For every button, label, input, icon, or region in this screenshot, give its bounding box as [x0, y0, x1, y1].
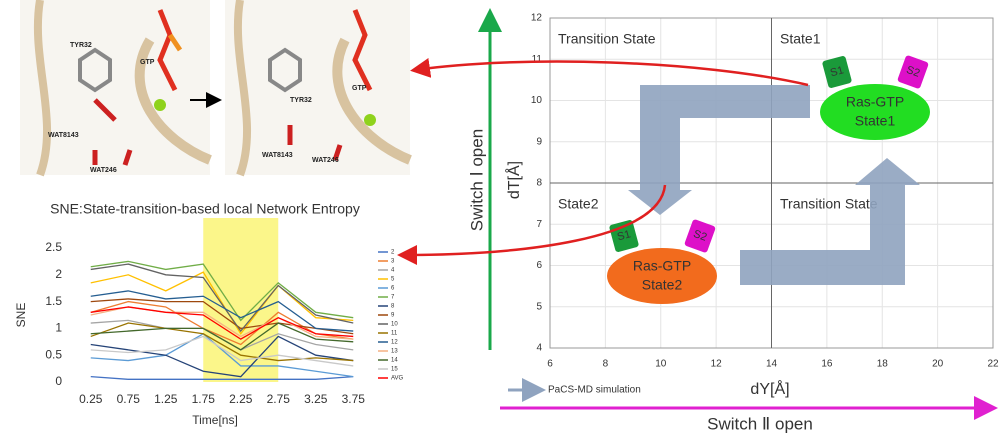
mol-label: WAT8143 — [262, 152, 293, 159]
legend-label: 7 — [391, 295, 395, 301]
legend-label: 15 — [391, 367, 398, 373]
x-tick-label: 10 — [655, 359, 667, 370]
state-overlay: Transition State State1 State2 Transitio… — [558, 31, 930, 304]
switch1-label: Switch Ⅰ open — [467, 129, 486, 231]
x-tick-label: 2.25 — [229, 392, 253, 406]
structure-left: TYR32 GTP WAT8143 WAT246 — [20, 0, 210, 175]
x-tick-label: 20 — [932, 359, 944, 370]
y-tick-label: 2 — [55, 267, 62, 281]
y-tick-label: 0 — [55, 374, 62, 388]
mol-label: TYR32 — [290, 97, 312, 104]
y-tick-label: 10 — [531, 95, 543, 106]
x-tick-label: 18 — [877, 359, 889, 370]
state-map: 6 8 10 12 14 16 18 20 22 4 5 6 7 8 9 10 11 12 — [531, 13, 999, 370]
legend-label: 2 — [391, 250, 395, 256]
legend-label: 8 — [391, 304, 395, 310]
x-tick-label: 2.75 — [267, 392, 291, 406]
x-tick-label: 3.25 — [304, 392, 328, 406]
switch2-label: Switch Ⅱ open — [707, 414, 813, 433]
legend-label: 9 — [391, 313, 395, 319]
legend-label: 5 — [391, 277, 395, 283]
y-axis-label: dT[Å] — [504, 161, 523, 199]
legend-label: PaCS-MD simulation — [548, 385, 641, 396]
y-tick-label: 5 — [536, 301, 542, 312]
legend-label: AVG — [391, 376, 404, 382]
region-label: Transition State — [780, 196, 878, 212]
state-name: Ras-GTP — [633, 258, 691, 274]
y-tick-label: 1.5 — [45, 294, 62, 308]
legend-label: 14 — [391, 358, 398, 364]
state-label: State1 — [855, 113, 896, 129]
x-axis-label: Time[ns] — [192, 413, 238, 427]
x-tick-label: 0.25 — [79, 392, 103, 406]
mol-label: WAT8143 — [48, 132, 79, 139]
chart-title: SNE:State-transition-based local Network… — [50, 201, 360, 217]
x-tick-label: 12 — [711, 359, 723, 370]
x-tick-label: 14 — [766, 359, 778, 370]
state-name: Ras-GTP — [846, 94, 904, 110]
state-label: State2 — [642, 277, 683, 293]
mol-label: WAT246 — [312, 157, 339, 164]
x-tick-label: 1.75 — [192, 392, 216, 406]
legend-label: 12 — [391, 340, 398, 346]
region-label: Transition State — [558, 31, 656, 47]
x-tick-label: 8 — [603, 359, 609, 370]
y-axis-label: SNE — [14, 303, 28, 328]
y-tick-label: 12 — [531, 13, 543, 24]
legend-label: 4 — [391, 268, 395, 274]
y-tick-label: 1 — [55, 321, 62, 335]
legend-label: 10 — [391, 322, 398, 328]
x-axis-label: dY[Å] — [750, 379, 789, 398]
legend-label: 11 — [391, 331, 398, 337]
figure: TYR32 GTP WAT8143 WAT246 TYR32 GTP WAT81… — [0, 0, 1000, 434]
line-chart: SNE:State-transition-based local Network… — [14, 201, 403, 427]
x-tick-label: 3.75 — [342, 392, 366, 406]
link-arrow — [415, 62, 808, 85]
flow-arrow — [740, 158, 920, 285]
mol-label: GTP — [352, 85, 367, 92]
mol-label: WAT246 — [90, 167, 117, 174]
x-tick-label: 6 — [547, 359, 553, 370]
legend-label: 3 — [391, 259, 395, 265]
y-tick-label: 8 — [536, 178, 542, 189]
y-tick-label: 9 — [536, 136, 542, 147]
x-tick-label: 0.75 — [117, 392, 141, 406]
y-tick-label: 4 — [536, 343, 542, 354]
region-label: State1 — [780, 31, 821, 47]
y-tick-label: 7 — [536, 219, 542, 230]
mol-label: GTP — [140, 59, 155, 66]
mol-label: TYR32 — [70, 42, 92, 49]
y-tick-label: 11 — [532, 54, 543, 65]
x-tick-label: 22 — [987, 359, 999, 370]
x-tick-label: 1.25 — [154, 392, 178, 406]
y-tick-label: 6 — [536, 260, 542, 271]
structure-right: TYR32 GTP WAT8143 WAT246 — [225, 0, 410, 175]
region-label: State2 — [558, 196, 599, 212]
legend-label: 6 — [391, 286, 395, 292]
x-tick-label: 16 — [821, 359, 833, 370]
y-tick-label: 0.5 — [45, 347, 62, 361]
y-tick-label: 2.5 — [45, 240, 62, 254]
legend-label: 13 — [391, 349, 398, 355]
